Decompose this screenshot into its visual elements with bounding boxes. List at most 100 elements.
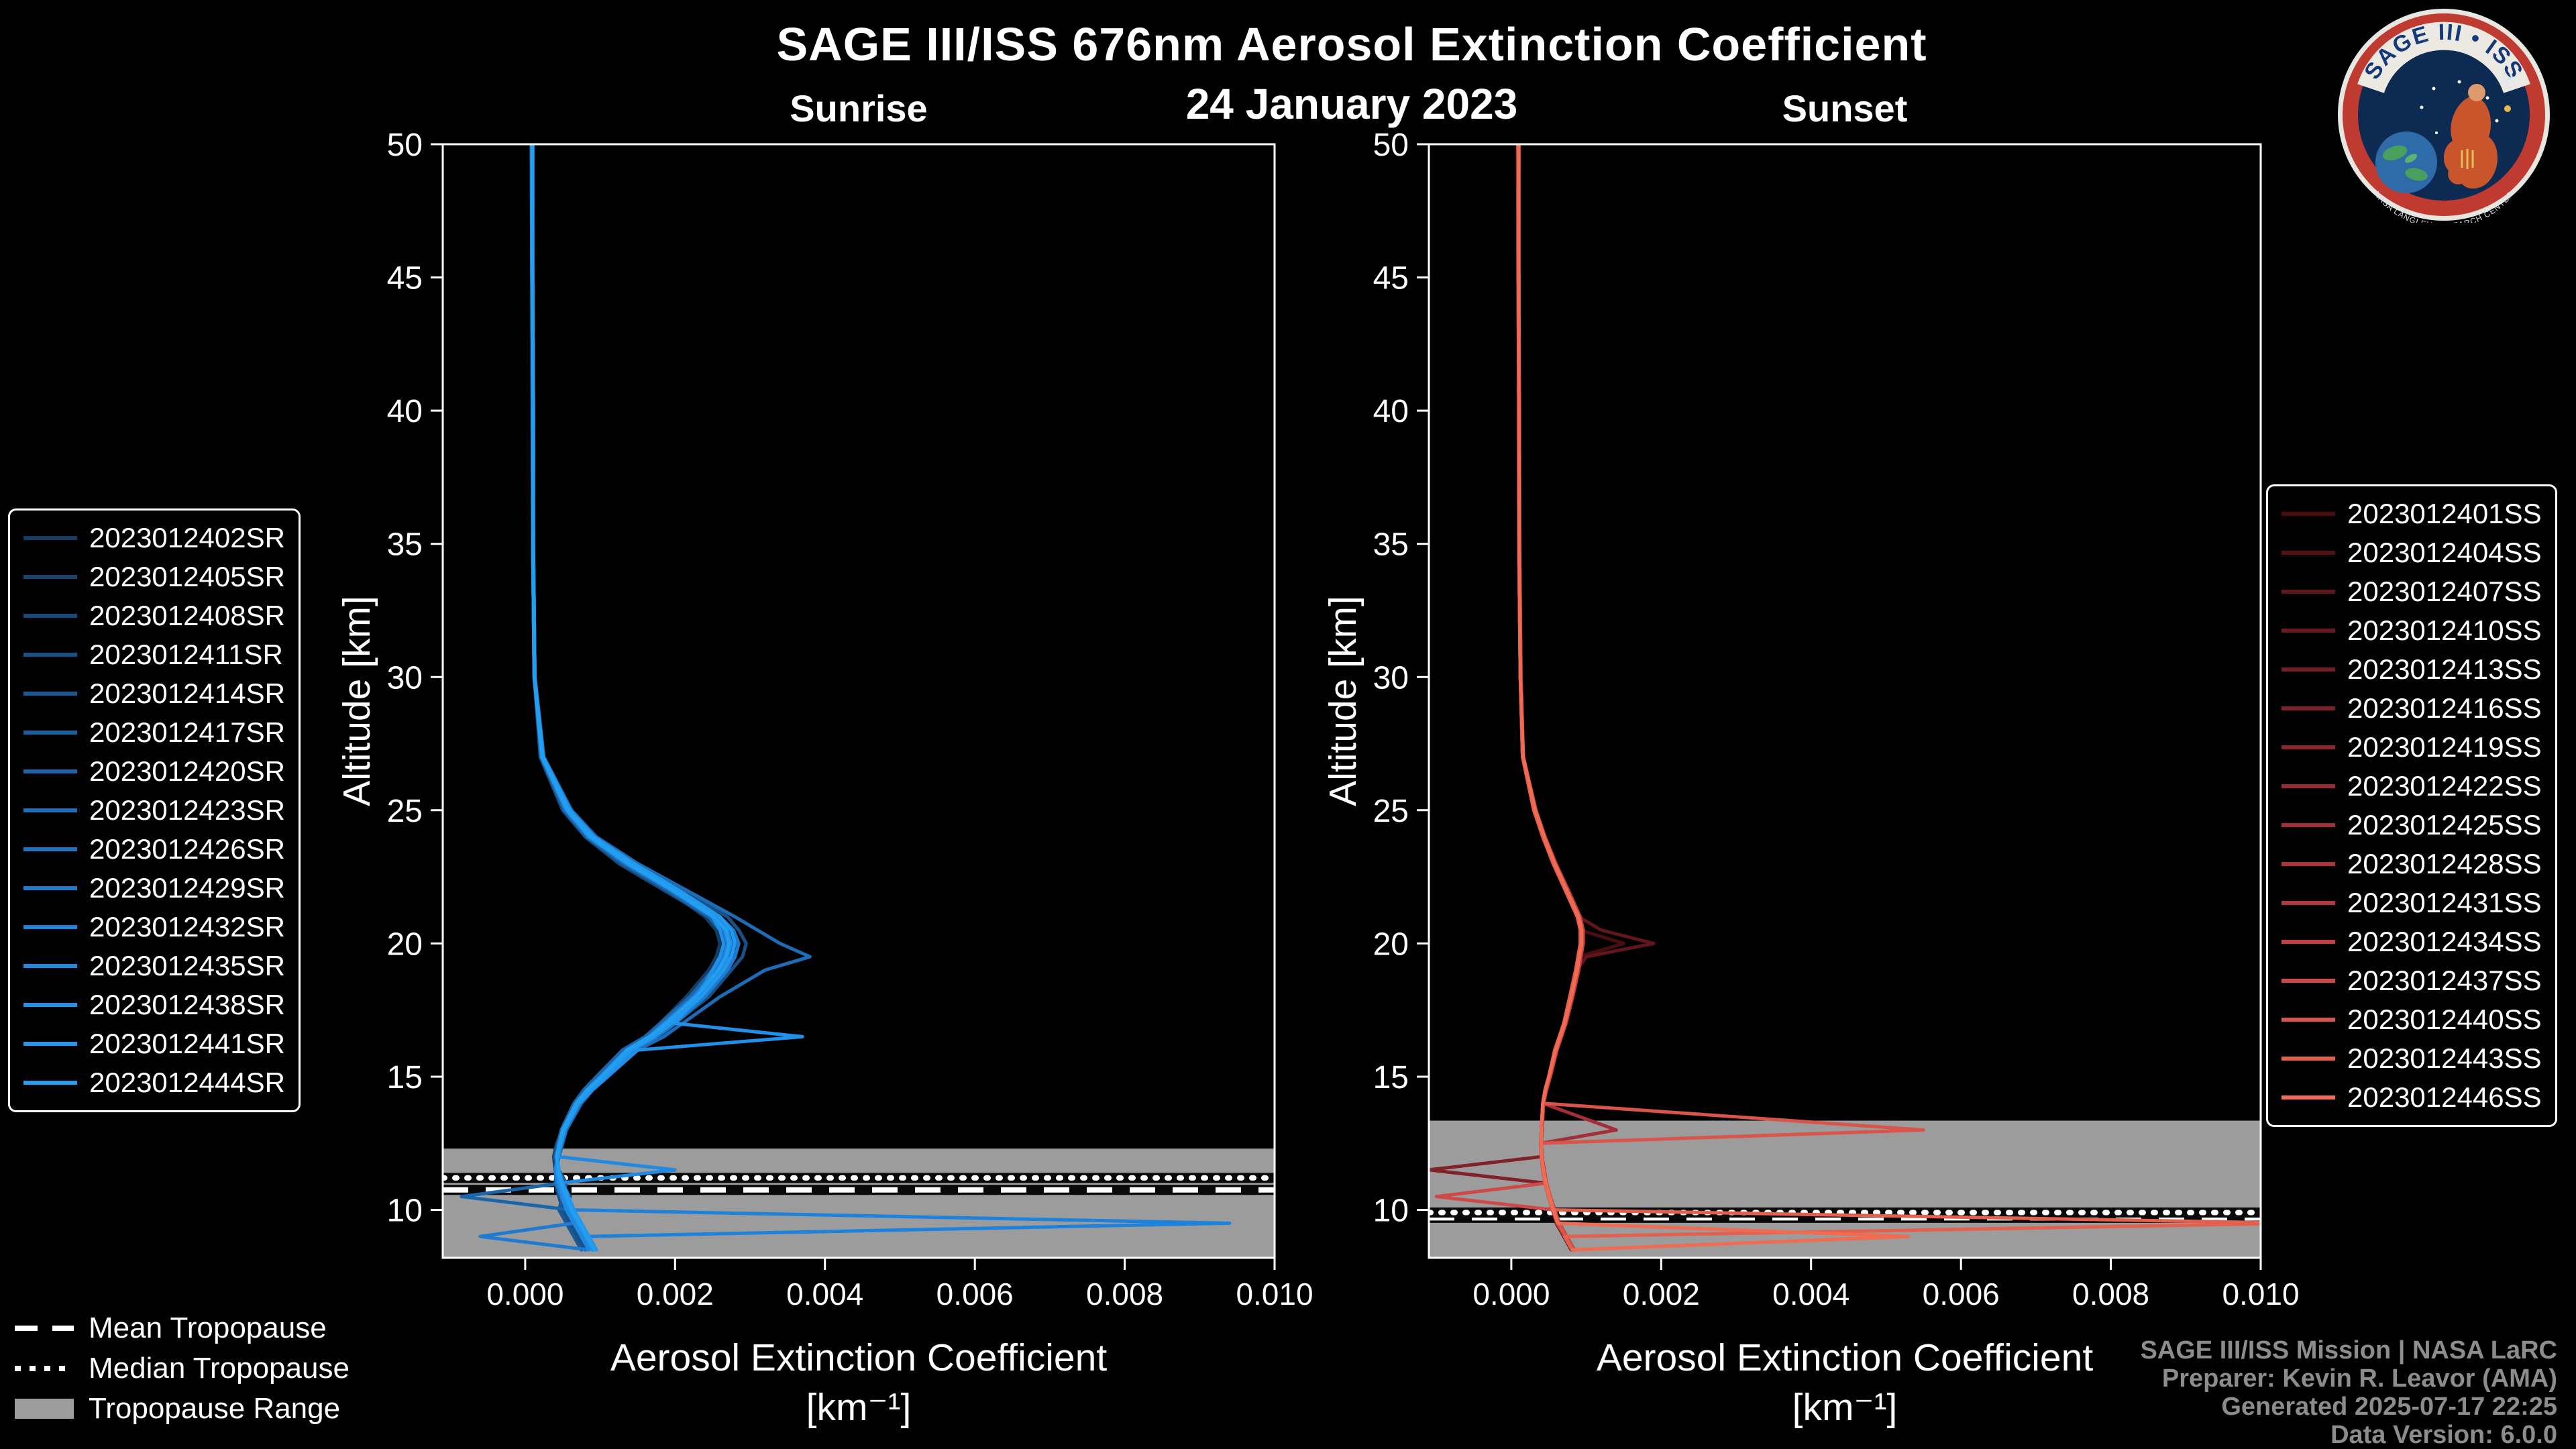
y-tick-label: 15 bbox=[387, 1060, 423, 1095]
profile-line bbox=[478, 144, 741, 1252]
legend-line-sample bbox=[2282, 1018, 2335, 1022]
legend-label: 2023012404SS bbox=[2347, 537, 2542, 568]
legend-line-sample bbox=[23, 964, 77, 968]
legend-line-sample bbox=[23, 1042, 77, 1046]
legend-line-sample bbox=[23, 925, 77, 929]
legend-label: 2023012434SS bbox=[2347, 926, 2542, 957]
profile-line bbox=[530, 144, 731, 1252]
legend-sunrise: 2023012402SR 2023012405SR 2023012408SR 2023… bbox=[8, 508, 301, 1112]
footer-generated-line: Generated 2025-07-17 22:25 bbox=[2221, 1393, 2557, 1421]
legend-item: 2023012440SS bbox=[2282, 1004, 2542, 1035]
median-tropopause-label: Median Tropopause bbox=[89, 1352, 350, 1385]
legend-line-sample bbox=[2282, 1095, 2335, 1099]
legend-label: 2023012437SS bbox=[2347, 965, 2542, 996]
legend-line-sample bbox=[23, 692, 77, 696]
legend-line-sample bbox=[2282, 940, 2335, 944]
legend-label: 2023012417SR bbox=[89, 716, 285, 748]
profile-line bbox=[529, 144, 722, 1252]
sunset-plot: 0.000 0.002 0.004 0.006 0.008 0.010 10 15 20 25 30… bbox=[1373, 127, 2300, 1311]
profile-line bbox=[1516, 144, 2261, 1252]
profile-line bbox=[1517, 144, 1585, 1252]
legend-label: 2023012408SR bbox=[89, 600, 285, 631]
y-tick-label: 30 bbox=[387, 660, 423, 696]
legend-label: 2023012426SR bbox=[89, 833, 285, 865]
legend-item: 2023012410SS bbox=[2282, 614, 2542, 646]
legend-item: 2023012426SR bbox=[23, 833, 285, 865]
y-tick-label: 30 bbox=[1373, 660, 1409, 696]
legend-line-sample bbox=[2282, 901, 2335, 905]
profile-line bbox=[1516, 144, 1656, 1252]
x-tick-label: 0.002 bbox=[1623, 1277, 1700, 1311]
sunrise-y-axis-label: Altitude [km] bbox=[335, 596, 378, 806]
x-tick-label: 0.008 bbox=[2072, 1277, 2149, 1311]
legend-label: 2023012416SS bbox=[2347, 692, 2542, 724]
legend-line-sample bbox=[23, 886, 77, 890]
footer-preparer-line: Preparer: Kevin R. Leavor (AMA) bbox=[2161, 1364, 2557, 1393]
profile-line bbox=[531, 144, 737, 1252]
legend-item: 2023012417SR bbox=[23, 716, 285, 748]
legend-line-sample bbox=[2282, 979, 2335, 983]
sunrise-x-axis-label: Aerosol Extinction Coefficient [km⁻¹] bbox=[443, 1333, 1275, 1432]
legend-label: 2023012422SS bbox=[2347, 770, 2542, 802]
legend-item: 2023012405SR bbox=[23, 561, 285, 592]
legend-label: 2023012428SS bbox=[2347, 848, 2542, 879]
legend-item: 2023012443SS bbox=[2282, 1042, 2542, 1074]
sunset-panel: Sunset 0.000 0.002 0.004 0.006 0.008 0.010 10 1… bbox=[1322, 87, 2300, 1429]
profile-line bbox=[1434, 144, 1583, 1252]
x-tick-label: 0.006 bbox=[1923, 1277, 2000, 1311]
legend-line-sample bbox=[2282, 512, 2335, 516]
profile-line bbox=[531, 144, 737, 1252]
sunset-x-axis-label: Aerosol Extinction Coefficient [km⁻¹] bbox=[1429, 1333, 2261, 1432]
x-tick-label: 0.002 bbox=[637, 1277, 714, 1311]
legend-label: 2023012405SR bbox=[89, 561, 285, 592]
iss-icon bbox=[2499, 72, 2518, 89]
legend-item: 2023012444SR bbox=[23, 1067, 285, 1098]
y-tick-label: 20 bbox=[1373, 926, 1409, 962]
legend-item: 2023012425SS bbox=[2282, 809, 2542, 841]
profile-line bbox=[530, 144, 737, 1252]
profile-line bbox=[1517, 144, 1925, 1252]
legend-line-sample bbox=[2282, 667, 2335, 672]
profile-line bbox=[530, 144, 733, 1252]
legend-item: 2023012428SS bbox=[2282, 848, 2542, 879]
legend-label: 2023012432SR bbox=[89, 911, 285, 943]
legend-line-sample bbox=[23, 731, 77, 735]
median-tropopause-line-sample bbox=[15, 1366, 74, 1371]
legend-item: 2023012422SS bbox=[2282, 770, 2542, 802]
legend-label: 2023012402SR bbox=[89, 522, 285, 553]
legend-label: 2023012411SR bbox=[89, 639, 283, 670]
y-tick-label: 20 bbox=[387, 926, 423, 962]
tropopause-legend-item-mean: Mean Tropopause bbox=[15, 1309, 350, 1347]
sunset-y-axis-label: Altitude [km] bbox=[1322, 596, 1364, 806]
tropopause-range-label: Tropopause Range bbox=[89, 1392, 341, 1425]
legend-item: 2023012401SS bbox=[2282, 498, 2542, 529]
legend-line-sample bbox=[2282, 862, 2335, 866]
planet-icon bbox=[2504, 105, 2511, 112]
y-tick-label: 40 bbox=[387, 394, 423, 429]
tropopause-legend-item-range: Tropopause Range bbox=[15, 1390, 350, 1428]
legend-item: 2023012411SR bbox=[23, 639, 285, 670]
profile-line bbox=[530, 144, 804, 1252]
x-axis-label-text: Aerosol Extinction Coefficient bbox=[610, 1336, 1108, 1379]
legend-line-sample bbox=[23, 808, 77, 812]
legend-label: 2023012429SR bbox=[89, 872, 285, 904]
sage-iss-logo: SAGE III • ISS NASA LANGLEY RESEARCH CE bbox=[2338, 9, 2550, 223]
legend-item: 2023012404SS bbox=[2282, 537, 2542, 568]
legend-label: 2023012420SR bbox=[89, 755, 285, 787]
panel-title-sunrise: Sunrise bbox=[790, 87, 928, 129]
legend-label: 2023012443SS bbox=[2347, 1042, 2542, 1074]
x-tick-label: 0.010 bbox=[1236, 1277, 1313, 1311]
profile-line bbox=[1517, 144, 1585, 1252]
legend-item: 2023012414SR bbox=[23, 678, 285, 709]
x-tick-label: 0.004 bbox=[786, 1277, 863, 1311]
legend-label: 2023012413SS bbox=[2347, 653, 2542, 685]
legend-item: 2023012423SR bbox=[23, 794, 285, 826]
legend-line-sample bbox=[23, 847, 77, 851]
footer-mission-line: SAGE III/ISS Mission | NASA LaRC bbox=[2140, 1336, 2557, 1364]
y-tick-label: 40 bbox=[1373, 394, 1409, 429]
tropopause-range-sample bbox=[15, 1399, 74, 1419]
profile-line bbox=[1516, 144, 1618, 1252]
legend-item: 2023012437SS bbox=[2282, 965, 2542, 996]
legend-line-sample bbox=[2282, 629, 2335, 633]
legend-item: 2023012446SS bbox=[2282, 1081, 2542, 1113]
